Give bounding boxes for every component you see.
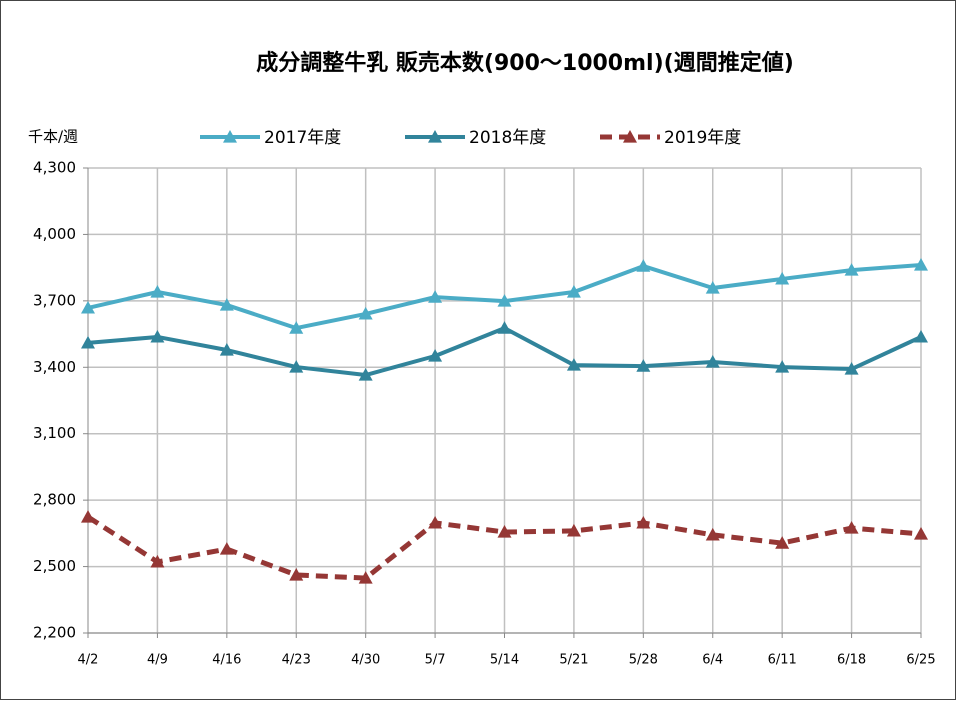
marker (566, 358, 581, 371)
marker (775, 271, 790, 285)
marker (81, 300, 95, 314)
marker (150, 285, 165, 298)
marker (497, 294, 512, 307)
legend-marker (623, 130, 637, 143)
legend-marker (428, 130, 442, 143)
x-tick-label: 6/18 (837, 653, 866, 668)
marker (358, 571, 373, 584)
marker (914, 257, 928, 271)
marker (289, 567, 304, 581)
marker (428, 290, 443, 303)
marker (289, 360, 304, 373)
y-tick-label: 2,800 (33, 491, 76, 509)
marker (636, 515, 651, 529)
marker (775, 536, 790, 549)
marker (914, 329, 928, 343)
marker (705, 354, 720, 368)
marker (81, 335, 95, 349)
legend-marker (223, 130, 237, 143)
marker (497, 525, 512, 538)
marker (844, 521, 859, 534)
y-tick-label: 4,300 (33, 159, 76, 177)
marker (358, 306, 373, 320)
x-tick-label: 5/14 (490, 653, 519, 668)
x-tick-label: 6/11 (768, 653, 797, 668)
y-tick-label: 2,200 (33, 624, 76, 642)
marker (289, 321, 304, 334)
marker (636, 359, 651, 372)
legend-label: 2018年度 (469, 128, 546, 148)
marker (150, 329, 165, 343)
marker (566, 523, 581, 537)
x-tick-label: 6/25 (906, 653, 935, 668)
marker (566, 285, 581, 298)
marker (358, 368, 373, 381)
marker (150, 554, 165, 568)
legend-label: 2019年度 (664, 128, 741, 148)
marker (219, 343, 234, 356)
marker (705, 527, 720, 541)
y-tick-label: 4,000 (33, 225, 76, 243)
marker (428, 515, 443, 529)
x-tick-label: 4/23 (282, 653, 311, 668)
marker (844, 263, 859, 276)
marker (705, 281, 720, 294)
y-tick-label: 3,400 (33, 358, 76, 376)
y-tick-label: 3,700 (33, 291, 76, 309)
x-tick-label: 4/2 (78, 653, 99, 668)
y-tick-label: 3,100 (33, 424, 76, 442)
x-tick-label: 4/16 (212, 653, 241, 668)
marker (81, 509, 95, 523)
marker (636, 259, 651, 272)
x-tick-label: 5/21 (559, 653, 588, 668)
marker (914, 527, 928, 540)
marker (775, 360, 790, 373)
chart-title: 成分調整牛乳 販売本数(900～1000ml)(週間推定値) (256, 50, 794, 76)
y-tick-label: 2,500 (33, 557, 76, 575)
x-tick-label: 4/9 (147, 653, 168, 668)
legend-label: 2017年度 (264, 128, 341, 148)
marker (428, 348, 443, 362)
marker (497, 321, 512, 334)
y-axis-label: 千本/週 (28, 128, 78, 146)
x-tick-label: 5/7 (425, 653, 446, 668)
x-tick-label: 4/30 (351, 653, 380, 668)
marker (844, 362, 859, 375)
x-tick-label: 6/4 (702, 653, 723, 668)
marker (219, 298, 234, 311)
marker (219, 542, 234, 555)
x-tick-label: 5/28 (629, 653, 658, 668)
